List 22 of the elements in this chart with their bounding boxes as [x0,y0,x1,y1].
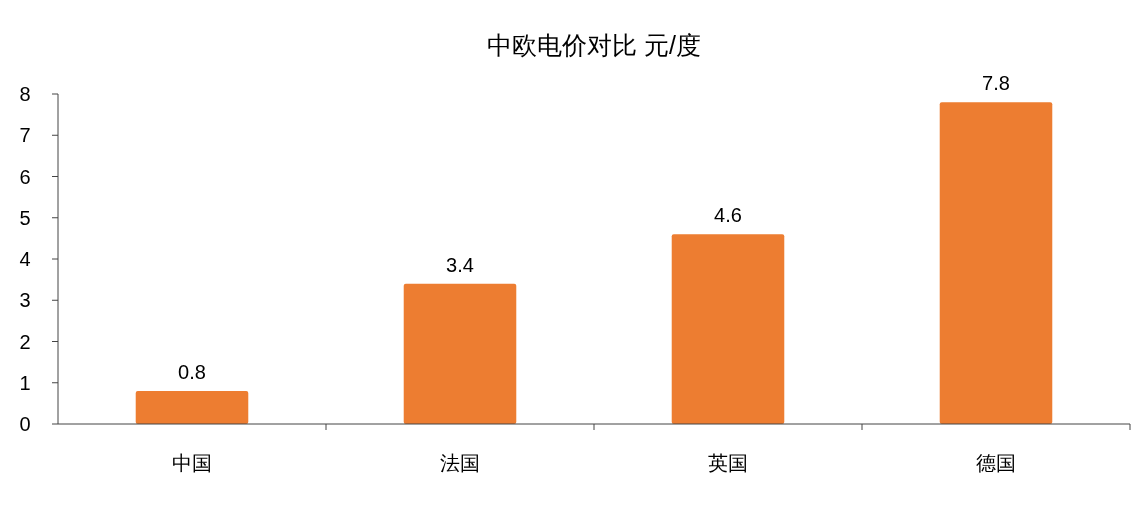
y-tick-label: 4 [19,248,31,270]
data-label: 7.8 [982,72,1010,95]
bar [671,234,785,424]
y-tick-label: 8 [19,83,31,105]
bar [939,102,1053,424]
y-tick-label: 7 [19,124,31,147]
chart-title: 中欧电价对比 元/度 [487,31,701,59]
y-tick-label: 2 [19,330,31,353]
x-tick-label: 英国 [708,452,748,474]
y-tick-label: 6 [19,165,31,188]
bar [135,391,249,424]
bar [403,283,517,424]
x-tick-label: 中国 [172,452,212,474]
y-tick-label: 1 [19,371,31,394]
x-tick-label: 德国 [976,452,1016,474]
data-label: 4.6 [714,204,742,227]
data-label: 3.4 [446,253,474,276]
y-tick-label: 0 [19,413,31,435]
x-tick-label: 法国 [440,452,480,474]
data-label: 0.8 [178,361,206,383]
y-tick-label: 3 [19,289,31,312]
y-tick-label: 5 [19,206,31,229]
